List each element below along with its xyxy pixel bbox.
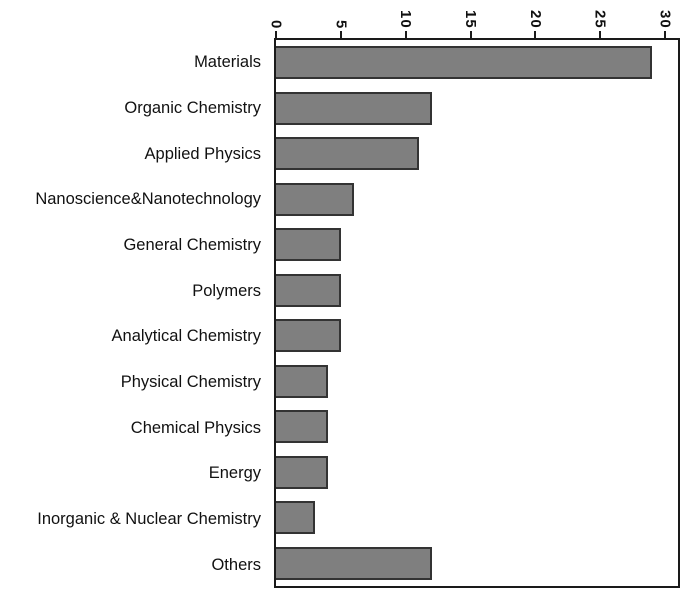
x-axis-tick [339,31,342,40]
x-axis-tick-label: 25 [591,10,609,29]
category-axis: Materials Organic Chemistry Applied Physic… [0,40,268,588]
x-axis-tick [469,31,472,40]
bar [276,91,432,125]
category-label: Chemical Physics [130,418,261,437]
plot-area [274,38,680,588]
bar [276,273,341,307]
bar-row [276,222,678,268]
bar-row [276,495,678,541]
category-label: Inorganic & Nuclear Chemistry [37,510,261,529]
bar [276,455,328,489]
bar-row [276,450,678,496]
bar-row [276,177,678,223]
category-label: Energy [208,464,261,483]
bar [276,319,341,353]
category-label: General Chemistry [123,236,261,255]
bar [276,546,432,580]
x-axis-tick-label: 0 [267,19,285,29]
bar [276,501,315,535]
category-label: Applied Physics [144,144,261,163]
category-label: Analytical Chemistry [111,327,261,346]
bar-row [276,359,678,405]
category-label: Physical Chemistry [120,373,261,392]
x-axis-tick-label: 10 [397,10,415,29]
x-axis-tick [599,31,602,40]
bar [276,364,328,398]
bar [276,182,354,216]
bar-row [276,313,678,359]
x-axis-tick [404,31,407,40]
category-label: Organic Chemistry [124,99,261,117]
category-label: Polymers [192,281,261,300]
bar [276,410,328,444]
category-label: Nanoscience&Nanotechnology [35,190,261,209]
x-axis-tick [275,31,277,40]
bar-row [276,268,678,314]
x-axis-tick-label: 20 [526,10,544,29]
bar-row [276,86,678,132]
bar-row [276,40,678,86]
bar [276,137,419,171]
x-axis: 0 5 10 15 20 25 30 [268,0,678,40]
bar [276,46,653,80]
category-label: Others [211,555,261,574]
bar-row [276,404,678,450]
bar-row [276,541,678,587]
x-axis-tick-label: 5 [332,19,350,29]
bar [276,228,341,262]
category-label: Materials [194,53,261,72]
bar-row [276,131,678,177]
x-axis-tick [534,31,537,40]
x-axis-tick [664,31,667,40]
x-axis-tick-label: 30 [656,10,674,29]
x-axis-tick-label: 15 [462,10,480,29]
